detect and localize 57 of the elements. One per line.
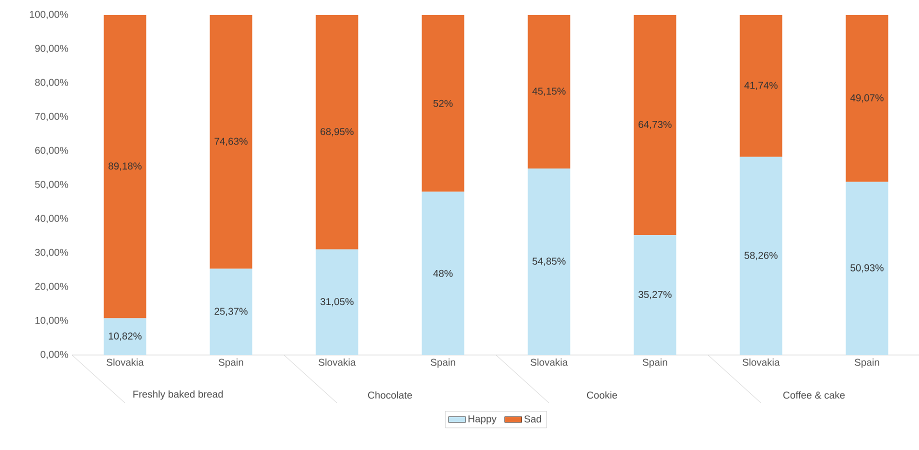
text: Chocolate xyxy=(368,391,412,399)
legend-label: Sad xyxy=(524,415,542,422)
data-label: 68,95% xyxy=(320,128,354,136)
data-label: 49,07% xyxy=(850,94,884,103)
data-label: 48% xyxy=(433,270,453,277)
bar xyxy=(104,14,146,318)
data-label: 25,37% xyxy=(214,308,248,316)
y-tick-label: 90,00% xyxy=(35,44,68,54)
bar xyxy=(422,192,464,355)
bar xyxy=(528,168,570,355)
x-tick-label: Slovakia xyxy=(318,358,356,366)
data-label: 58,26% xyxy=(744,252,778,260)
data-label: 31,05% xyxy=(320,298,354,306)
data-label: 52% xyxy=(433,100,453,107)
data-label: 45,15% xyxy=(532,88,566,96)
legend-label: Happy xyxy=(468,415,497,424)
x-tick-label: Slovakia xyxy=(106,358,144,366)
data-label: 10,82% xyxy=(108,332,142,341)
bar xyxy=(528,14,570,169)
text: Cookie xyxy=(586,391,618,399)
y-tick-label: 80,00% xyxy=(35,78,68,88)
x-tick-label: Spain xyxy=(854,358,880,368)
y-tick-label: 100,00% xyxy=(30,10,68,20)
x-tick-label: Spain xyxy=(218,358,244,368)
y-tick-label: 0,00% xyxy=(40,350,68,360)
bar xyxy=(210,268,252,355)
bar xyxy=(210,14,252,269)
bar xyxy=(846,182,888,355)
data-label: 74,63% xyxy=(214,138,248,146)
y-tick-label: 50,00% xyxy=(35,180,68,190)
bar xyxy=(104,318,146,355)
y-tick-label: 10,00% xyxy=(35,316,68,326)
x-tick-label: Spain xyxy=(642,358,668,368)
y-tick-label: 40,00% xyxy=(34,214,68,224)
data-label: 50,93% xyxy=(850,264,884,273)
bar xyxy=(634,14,676,236)
text: Coffee & cake xyxy=(783,391,845,399)
data-label: 35,27% xyxy=(638,290,672,300)
bar xyxy=(316,249,358,355)
data-label: 54,85% xyxy=(532,258,566,266)
y-tick-label: 20,00% xyxy=(35,282,68,292)
bar xyxy=(740,14,782,157)
bar xyxy=(846,14,888,182)
x-tick-label: Slovakia xyxy=(530,358,568,366)
x-tick-label: Slovakia xyxy=(742,358,780,366)
y-tick-label: 60,00% xyxy=(35,146,68,156)
data-label: 64,73% xyxy=(638,120,672,130)
text: Freshly baked bread xyxy=(133,390,223,400)
bar xyxy=(634,235,676,355)
bar xyxy=(316,14,358,250)
bar xyxy=(422,14,464,192)
y-tick-label: 70,00% xyxy=(35,112,68,122)
data-label: 89,18% xyxy=(108,162,142,171)
data-label: 41,74% xyxy=(744,82,778,90)
x-tick-label: Spain xyxy=(430,358,456,368)
y-tick-label: 30,00% xyxy=(35,248,68,258)
bar xyxy=(740,156,782,355)
